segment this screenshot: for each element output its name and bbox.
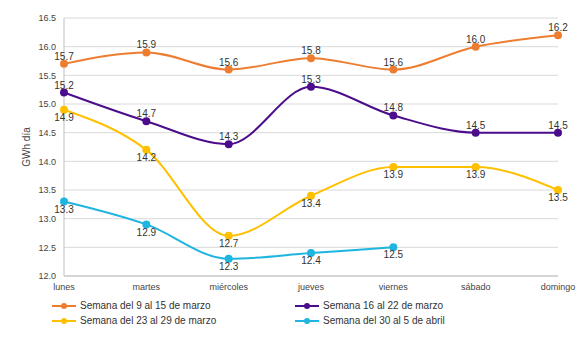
svg-text:14.5: 14.5 (548, 120, 568, 131)
svg-text:14.5: 14.5 (466, 120, 486, 131)
svg-text:15.3: 15.3 (301, 74, 321, 85)
svg-text:16.2: 16.2 (548, 22, 568, 33)
svg-text:12.3: 12.3 (219, 261, 239, 272)
svg-text:viernes: viernes (379, 282, 409, 292)
html-text:Semana 16 al 22 de marzo: Semana 16 al 22 de marzo (323, 300, 444, 311)
svg-text:12.4: 12.4 (301, 255, 321, 266)
svg-text:sábado: sábado (461, 282, 491, 292)
svg-text:GWh día: GWh día (21, 127, 32, 167)
svg-text:12.5: 12.5 (38, 243, 56, 253)
svg-text:13.9: 13.9 (384, 169, 404, 180)
svg-text:martes: martes (133, 282, 161, 292)
svg-text:15.5: 15.5 (38, 70, 56, 81)
svg-text:13.3: 13.3 (54, 204, 74, 215)
svg-text:domingo: domingo (541, 282, 576, 292)
svg-text:15.6: 15.6 (219, 57, 239, 68)
svg-text:14.0: 14.0 (38, 157, 56, 167)
svg-text:15.2: 15.2 (54, 80, 74, 91)
svg-text:14.7: 14.7 (137, 108, 157, 119)
svg-text:13.0: 13.0 (38, 214, 56, 224)
svg-text:12.5: 12.5 (384, 249, 404, 260)
svg-text:13.5: 13.5 (38, 185, 56, 195)
svg-text:16.0: 16.0 (38, 41, 56, 52)
svg-text:13.4: 13.4 (301, 198, 321, 209)
svg-text:miércoles: miércoles (209, 282, 248, 292)
svg-text:12.0: 12.0 (38, 271, 56, 281)
html-text:Semana del 30 al 5 de abril: Semana del 30 al 5 de abril (323, 315, 445, 326)
svg-text:15.7: 15.7 (54, 51, 74, 62)
svg-text:15.8: 15.8 (301, 45, 321, 56)
svg-text:16.0: 16.0 (466, 34, 486, 45)
svg-text:lunes: lunes (53, 282, 75, 292)
svg-text:14.3: 14.3 (219, 131, 239, 142)
svg-text:12.7: 12.7 (219, 238, 239, 249)
html-text:Semana del 9 al 15 de marzo: Semana del 9 al 15 de marzo (80, 300, 211, 311)
svg-text:15.0: 15.0 (38, 99, 56, 109)
svg-text:14.2: 14.2 (137, 152, 157, 163)
svg-text:14.8: 14.8 (384, 102, 404, 113)
svg-text:13.5: 13.5 (548, 192, 568, 203)
svg-text:jueves: jueves (297, 282, 325, 292)
svg-text:14.5: 14.5 (38, 128, 56, 138)
svg-text:16.5: 16.5 (38, 13, 56, 23)
svg-text:14.9: 14.9 (54, 112, 74, 123)
svg-text:15.9: 15.9 (137, 39, 157, 50)
html-text:Semana del 23 al 29 de marzo: Semana del 23 al 29 de marzo (80, 315, 217, 326)
svg-text:12.9: 12.9 (137, 227, 157, 238)
svg-text:13.9: 13.9 (466, 169, 486, 180)
svg-text:15.6: 15.6 (384, 57, 404, 68)
